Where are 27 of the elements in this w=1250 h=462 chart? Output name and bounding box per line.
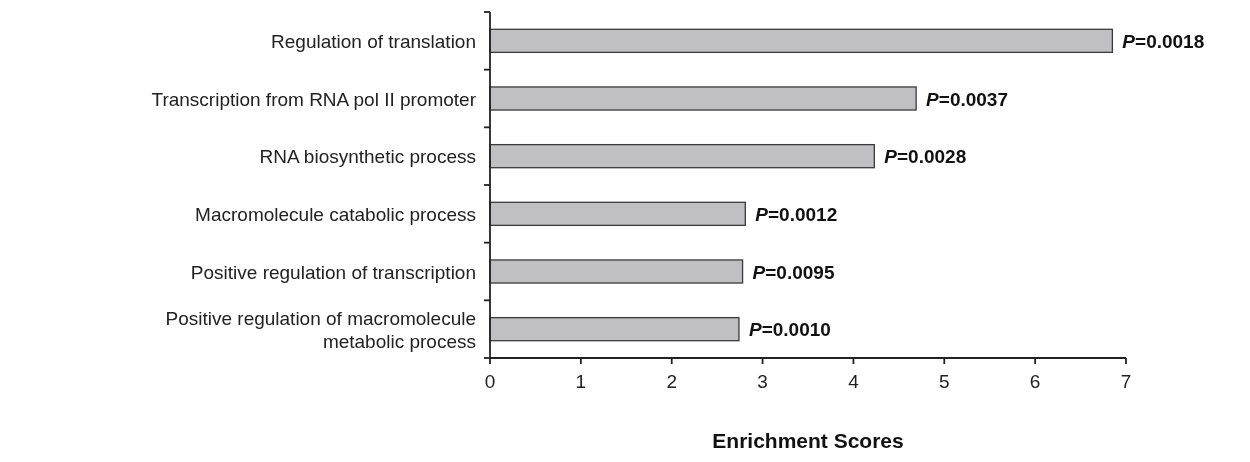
x-tick-label: 7	[1120, 371, 1132, 392]
annotation: P=0.0012	[755, 203, 838, 225]
y-tick-label: Regulation of translation	[271, 30, 476, 52]
bar	[489, 143, 875, 169]
bar	[489, 28, 1114, 54]
x-tick-label: 2	[666, 371, 677, 392]
x-tick-label: 6	[1029, 371, 1041, 392]
annotation: P=0.0018	[1122, 30, 1205, 52]
x-tick-label: 4	[848, 371, 860, 392]
x-tick-label: 3	[757, 371, 768, 392]
bar	[489, 86, 917, 111]
annotation: P=0.0095	[752, 261, 835, 283]
bar	[489, 316, 740, 342]
x-tick-label: 5	[939, 371, 950, 392]
x-axis-title: Enrichment Scores	[712, 429, 904, 452]
annotation: P=0.0010	[748, 319, 831, 341]
y-tick-label: Transcription from RNA pol II promoter	[151, 88, 477, 110]
bar	[489, 259, 744, 284]
x-tick-label: 0	[484, 371, 496, 392]
annotation: P=0.0037	[926, 88, 1009, 110]
bar	[489, 201, 746, 227]
y-tick-label: Positive regulation of macromolecule metabolic process	[165, 307, 476, 352]
y-tick-label: Positive regulation of transcription	[190, 261, 476, 283]
annotation: P=0.0028	[884, 146, 967, 168]
x-tick-label: 1	[575, 371, 587, 392]
y-tick-label: Macromolecule catabolic process	[195, 203, 476, 225]
y-tick-label: RNA biosynthetic process	[259, 146, 476, 168]
